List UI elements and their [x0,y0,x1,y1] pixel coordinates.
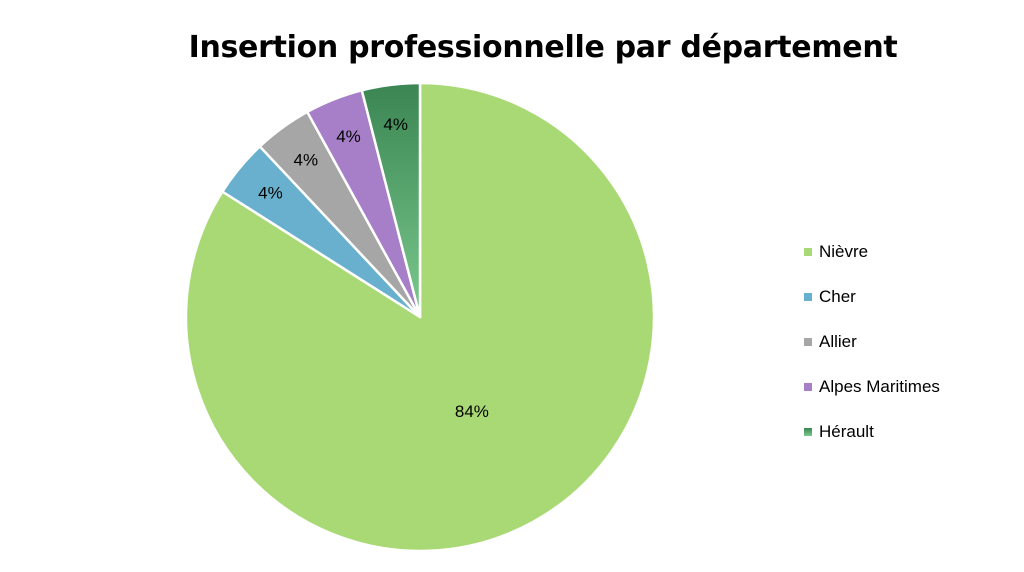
legend-label: Nièvre [819,242,869,261]
legend-swatch [804,248,812,256]
legend-label: Hérault [819,422,874,441]
legend-swatch [804,428,812,436]
slice-label: 4% [336,127,361,146]
legend-label: Cher [819,287,856,306]
legend-swatch [804,293,812,301]
legend-swatch [804,383,812,391]
slice-label: 4% [294,150,319,169]
pie-slice-h-rault [360,81,422,319]
chart-title: Insertion professionnelle par départemen… [188,30,898,65]
legend-label: Allier [819,332,857,351]
slice-label: 84% [455,402,489,421]
slice-label: 4% [258,184,283,203]
slice-label: 4% [383,115,408,134]
legend-swatch [804,338,812,346]
legend-label: Alpes Maritimes [819,377,940,396]
